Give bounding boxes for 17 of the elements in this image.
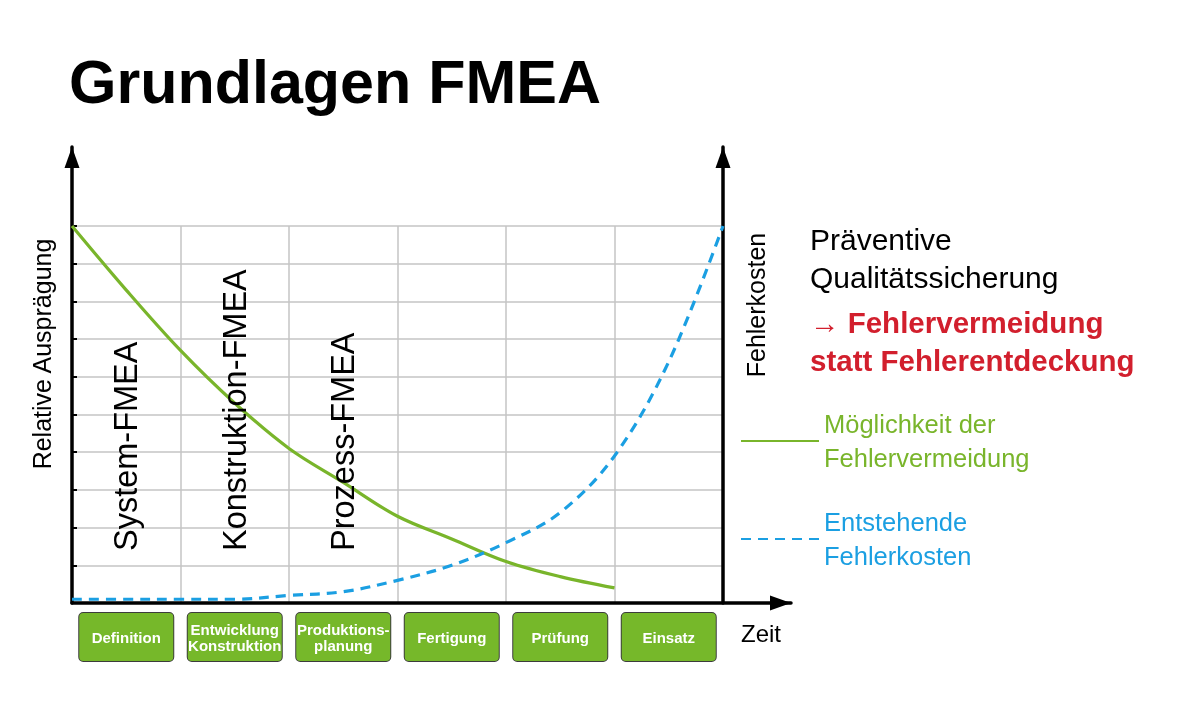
y2-axis-title: Fehlerkosten <box>741 232 770 378</box>
legend-label: Möglichkeit der Fehlervermeidung <box>824 410 1030 472</box>
x-tick-label: Entwicklung Konstruktion <box>188 620 282 654</box>
x-tick-label: Definition <box>91 628 161 646</box>
text: → Fehlervermeidung statt Fehlerentdeckung <box>810 305 1136 379</box>
y-axis-title: Relative Ausprägung <box>27 238 56 470</box>
chart-title: Grundlagen FMEA <box>69 47 602 116</box>
x-tick-label: Prüfung <box>531 628 589 646</box>
text: Präventive Qualitätssicherung <box>810 222 1060 296</box>
x-axis-title: Zeit <box>741 619 782 647</box>
x-tick-label: Produktions-planung <box>297 620 390 654</box>
annotation: Konstruktion-FMEA <box>216 268 253 551</box>
annotation: Prozess-FMEA <box>325 332 362 551</box>
legend-label: Entstehende Fehlerkosten <box>824 508 975 570</box>
x-tick-label: Fertigung <box>417 628 487 646</box>
x-tick-label: Einsatz <box>642 628 696 646</box>
annotation: System-FMEA <box>108 341 145 551</box>
